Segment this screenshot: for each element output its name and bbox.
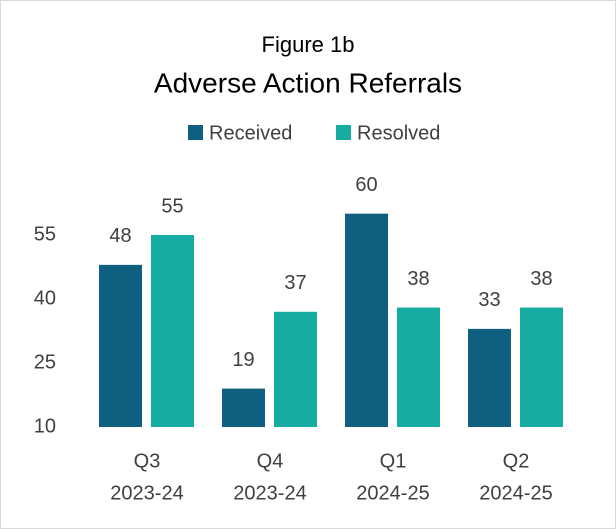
chart-subtitle: Figure 1b — [262, 32, 355, 57]
y-tick-label: 25 — [34, 351, 56, 373]
bar — [222, 388, 265, 427]
data-label: 55 — [161, 195, 183, 217]
legend-swatch — [188, 125, 203, 140]
chart-title: Adverse Action Referrals — [154, 67, 462, 98]
x-tick-label: 2023-24 — [233, 482, 306, 504]
x-tick-label: Q4 — [257, 450, 284, 472]
x-tick-label: 2023-24 — [110, 482, 183, 504]
data-label: 48 — [109, 225, 131, 247]
data-label: 38 — [530, 268, 552, 290]
bar — [468, 328, 511, 427]
x-tick-label: 2024-25 — [479, 482, 552, 504]
legend-label: Resolved — [357, 122, 440, 144]
y-tick-label: 10 — [34, 415, 56, 437]
data-label: 60 — [355, 174, 377, 196]
bar — [345, 213, 388, 427]
bar — [151, 235, 194, 427]
bar — [397, 307, 440, 427]
x-tick-label: Q1 — [380, 450, 407, 472]
x-tick-label: Q2 — [503, 450, 530, 472]
y-tick-label: 40 — [34, 287, 56, 309]
bar — [274, 311, 317, 427]
bar — [99, 264, 142, 427]
data-label: 37 — [284, 272, 306, 294]
data-label: 19 — [232, 349, 254, 371]
x-tick-label: 2024-25 — [356, 482, 429, 504]
legend-label: Received — [209, 122, 292, 144]
legend-swatch — [336, 125, 351, 140]
y-tick-label: 55 — [34, 223, 56, 245]
data-label: 38 — [407, 268, 429, 290]
x-tick-label: Q3 — [134, 450, 161, 472]
bar — [520, 307, 563, 427]
data-label: 33 — [478, 289, 500, 311]
